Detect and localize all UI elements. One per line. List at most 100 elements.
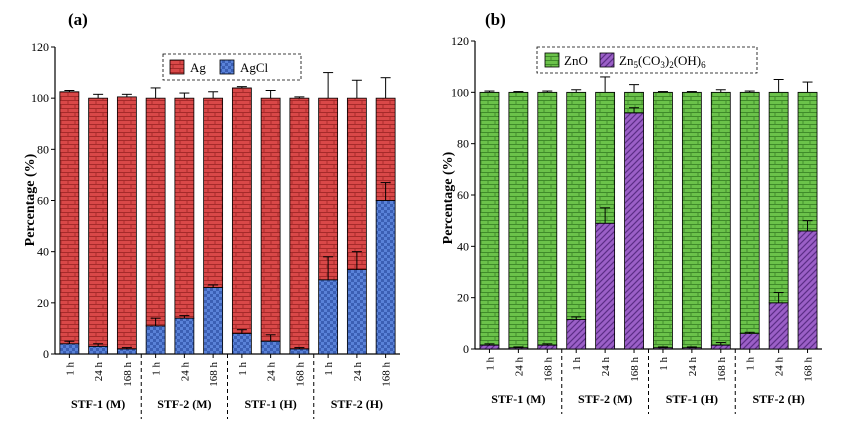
bar-b-zno-9 xyxy=(739,91,760,334)
bar-a-ag-6 xyxy=(231,87,252,334)
bar-a-agcl-0 xyxy=(59,343,80,355)
bar-b-zno-10 xyxy=(768,91,789,304)
legend-swatch-zn-hydroxycarbonate xyxy=(599,52,615,68)
y-tick-label: 20 xyxy=(37,296,49,310)
x-tick-label: 1 h xyxy=(484,357,496,371)
legend-swatch-zno xyxy=(544,52,560,68)
x-tick-label: 1 h xyxy=(237,362,249,376)
x-tick-label: 24 h xyxy=(600,357,612,377)
bar-a-agcl-4 xyxy=(174,317,195,355)
x-tick-label: 1 h xyxy=(658,357,670,371)
legend-swatch-agcl xyxy=(219,59,235,75)
y-tick-label: 60 xyxy=(37,194,49,208)
bar-a-ag-3 xyxy=(145,97,166,327)
bar-a-ag-5 xyxy=(203,97,224,288)
x-tick-label: 24 h xyxy=(179,362,191,382)
bar-a-agcl-8 xyxy=(289,348,310,355)
group-label: STF-2 (M) xyxy=(578,392,632,406)
panel-b-label: (b) xyxy=(485,10,506,29)
bar-b-zno-4 xyxy=(595,91,616,224)
bar-a-agcl-6 xyxy=(231,333,252,355)
bar-b-zn5co32oh6-5 xyxy=(624,112,644,350)
bar-b-zno-6 xyxy=(653,91,673,349)
group-label: STF-1 (M) xyxy=(71,397,125,411)
y-tick-label: 60 xyxy=(457,188,469,202)
legend-label-agcl: AgCl xyxy=(240,60,269,75)
bar-b-zno-11 xyxy=(797,91,818,232)
legend-label-zno: ZnO xyxy=(564,53,588,68)
panel-b-legend: ZnO Zn5(CO3)2(OH)6 xyxy=(536,46,758,74)
panel-a-ylabel: Percentage (%) xyxy=(23,153,38,246)
y-tick-label: 120 xyxy=(31,40,49,54)
group-label: STF-1 (M) xyxy=(491,392,545,406)
x-tick-label: 168 h xyxy=(208,362,220,387)
x-tick-label: 24 h xyxy=(687,357,699,377)
bar-a-agcl-1 xyxy=(88,345,109,355)
panel-a: (a) 0 20 40 60 80 100 120 1 h 24 h 168 h 1 h 24 h 16… xyxy=(23,10,400,419)
panel-b-ylabel: Percentage (%) xyxy=(441,151,456,244)
x-tick-label: 168 h xyxy=(122,362,134,387)
bar-a-agcl-7 xyxy=(260,340,281,355)
bar-a-ag-2 xyxy=(116,96,137,350)
bar-a-agcl-11 xyxy=(375,200,396,355)
y-tick-label: 80 xyxy=(37,142,49,156)
y-tick-label: 20 xyxy=(457,291,469,305)
y-tick-label: 0 xyxy=(463,342,469,356)
x-tick-label: 168 h xyxy=(629,357,641,382)
bar-a-ag-9 xyxy=(318,97,339,281)
bar-a-agcl-2 xyxy=(116,348,137,355)
y-tick-label: 120 xyxy=(451,34,469,48)
panel-b-plot: 0 20 40 60 80 100 120 1 h 24 h 168 h 1 h 24 h 168 h 1… xyxy=(451,34,822,414)
y-tick-label: 80 xyxy=(457,137,469,151)
bar-b-zn5co32oh6-0 xyxy=(479,344,500,350)
x-tick-label: 1 h xyxy=(323,362,335,376)
bar-a-agcl-3 xyxy=(145,325,166,355)
bar-b-zn5co32oh6-8 xyxy=(710,344,731,350)
bar-b-zno-8 xyxy=(710,91,731,346)
bar-a-ag-8 xyxy=(289,97,310,350)
x-tick-label: 168 h xyxy=(542,357,554,382)
x-tick-label: 168 h xyxy=(803,357,815,382)
y-tick-label: 40 xyxy=(37,245,49,259)
y-tick-label: 0 xyxy=(43,347,49,361)
bar-b-zno-3 xyxy=(566,91,587,320)
bar-b-zno-1 xyxy=(508,91,529,349)
x-tick-label: 168 h xyxy=(381,362,393,387)
y-tick-label: 100 xyxy=(451,85,469,99)
x-tick-label: 168 h xyxy=(294,362,306,387)
bar-a-agcl-9 xyxy=(318,279,339,355)
legend-swatch-ag xyxy=(169,59,185,75)
x-tick-label: 1 h xyxy=(745,357,757,371)
group-label: STF-2 (M) xyxy=(157,397,211,411)
bar-a-agcl-10 xyxy=(346,269,367,355)
bar-b-zno-7 xyxy=(681,91,702,349)
bar-b-zno-0 xyxy=(479,91,500,346)
panel-b: (b) 0 20 40 60 80 100 120 1 h 24 h 168 h 1 h 24 h 16… xyxy=(441,10,822,414)
x-tick-label: 1 h xyxy=(64,362,76,376)
bar-a-ag-4 xyxy=(174,97,195,319)
y-tick-label: 40 xyxy=(457,239,469,253)
legend-label-ag: Ag xyxy=(190,60,206,75)
panel-a-plot: 0 20 40 60 80 100 120 1 h 24 h 168 h 1 h 24 h 168 h 1… xyxy=(31,40,400,419)
panel-a-legend: Ag AgCl xyxy=(162,53,302,81)
x-tick-label: 24 h xyxy=(93,362,105,382)
panel-a-label: (a) xyxy=(68,10,88,29)
x-tick-label: 24 h xyxy=(266,362,278,382)
y-tick-label: 100 xyxy=(31,91,49,105)
x-tick-label: 1 h xyxy=(151,362,163,376)
bar-b-zn5co32oh6-10 xyxy=(768,302,789,350)
x-tick-label: 1 h xyxy=(571,357,583,371)
bar-a-ag-7 xyxy=(260,97,281,342)
group-label: STF-2 (H) xyxy=(752,392,804,406)
bar-a-ag-1 xyxy=(88,97,109,347)
group-label: STF-1 (H) xyxy=(244,397,296,411)
group-label: STF-2 (H) xyxy=(331,397,383,411)
bar-b-zn5co32oh6-9 xyxy=(739,333,760,350)
group-label: STF-1 (H) xyxy=(666,392,718,406)
x-tick-label: 24 h xyxy=(352,362,364,382)
x-tick-label: 24 h xyxy=(513,357,525,377)
bar-b-zn5co32oh6-2 xyxy=(537,344,558,350)
bar-b-zno-2 xyxy=(537,91,558,346)
x-tick-label: 24 h xyxy=(774,357,786,377)
